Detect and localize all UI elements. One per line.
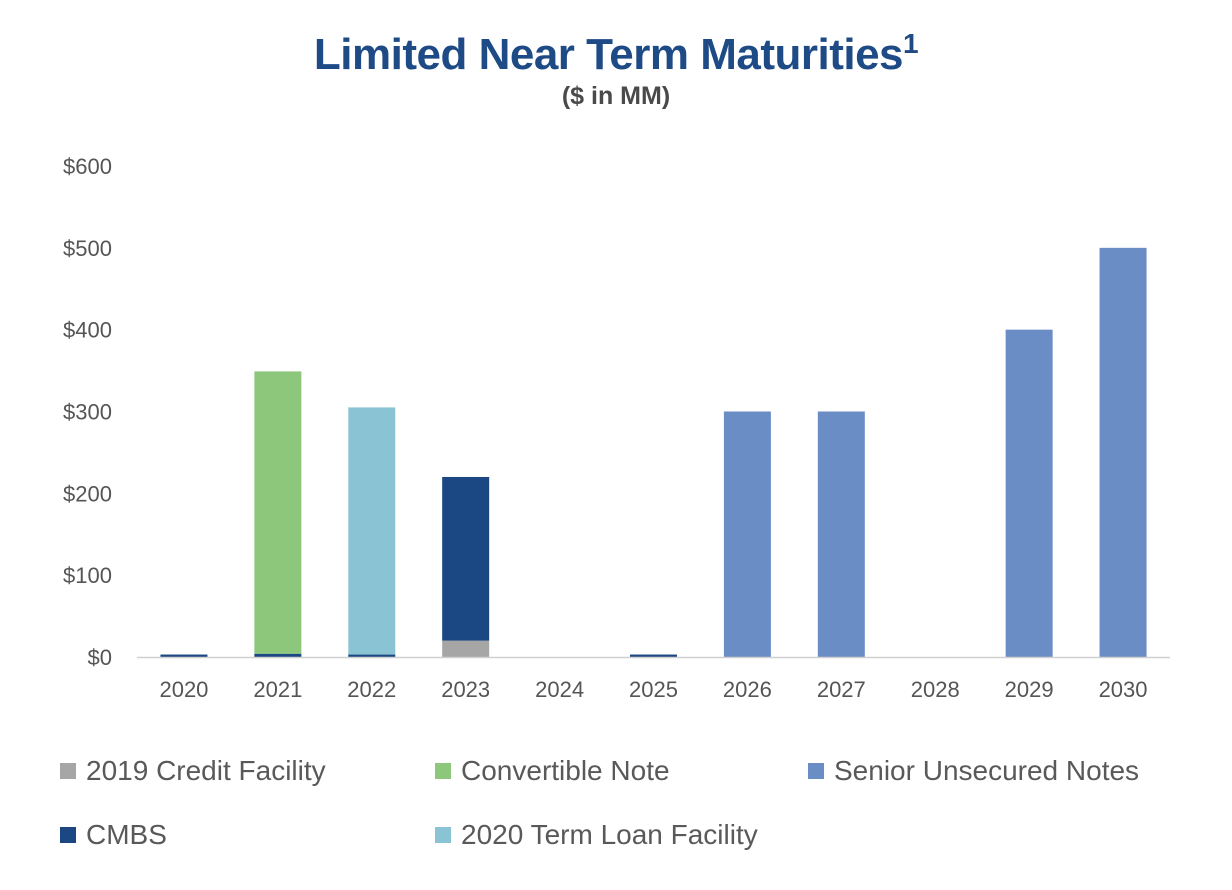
legend-swatch <box>60 763 76 779</box>
legend-label: Senior Unsecured Notes <box>834 755 1140 786</box>
x-tick-label: 2024 <box>535 677 584 702</box>
legend-item-2020-term-loan-facility: 2020 Term Loan Facility <box>435 819 758 851</box>
legend-swatch <box>435 827 451 843</box>
x-tick-label: 2022 <box>347 677 396 702</box>
bar-senior-unsecured-notes-2030 <box>1099 247 1147 658</box>
bar-cmbs-2025 <box>630 654 677 657</box>
bar-senior-unsecured-notes-2027 <box>817 411 865 657</box>
bar-cmbs-2020 <box>160 654 208 657</box>
legend-swatch <box>60 827 76 843</box>
bar-convertible-note-2021 <box>254 371 302 654</box>
bar-cmbs-2023 <box>442 476 490 641</box>
legend-swatch <box>435 763 451 779</box>
legend-label: CMBS <box>86 819 167 850</box>
legend-item-2019-credit-facility: 2019 Credit Facility <box>60 755 326 787</box>
bar-2020-term-loan-facility-2022 <box>348 407 396 655</box>
chart-title-block: Limited Near Term Maturities1 ($ in MM) <box>0 28 1232 111</box>
chart-legend: 2019 Credit Facility Convertible Note Seni… <box>60 755 1220 865</box>
bar-cmbs-2021 <box>254 653 302 657</box>
title-footnote-marker: 1 <box>903 28 919 59</box>
bar-2019-credit-facility-2023 <box>442 640 490 657</box>
y-tick-label: $200 <box>63 481 112 506</box>
y-tick-label: $600 <box>63 154 112 179</box>
legend-item-senior-unsecured-notes: Senior Unsecured Notes <box>808 755 1139 787</box>
x-tick-label: 2026 <box>723 677 772 702</box>
y-tick-label: $300 <box>63 400 112 425</box>
x-tick-label: 2028 <box>911 677 960 702</box>
x-tick-label: 2025 <box>629 677 678 702</box>
y-tick-label: $400 <box>63 318 112 343</box>
legend-item-convertible-note: Convertible Note <box>435 755 670 787</box>
legend-swatch <box>808 763 824 779</box>
x-tick-label: 2023 <box>441 677 490 702</box>
legend-label: 2019 Credit Facility <box>86 755 326 786</box>
chart-title-text: Limited Near Term Maturities <box>313 30 904 79</box>
bar-senior-unsecured-notes-2026 <box>723 411 771 657</box>
y-tick-label: $500 <box>63 236 112 261</box>
y-tick-label: $0 <box>88 645 112 670</box>
x-tick-label: 2020 <box>159 677 208 702</box>
x-tick-label: 2030 <box>1099 677 1148 702</box>
x-tick-label: 2029 <box>1005 677 1054 702</box>
bar-cmbs-2022 <box>348 654 396 657</box>
y-tick-label: $100 <box>63 563 112 588</box>
x-tick-label: 2021 <box>253 677 302 702</box>
chart-title: Limited Near Term Maturities1 <box>0 28 1232 80</box>
legend-item-cmbs: CMBS <box>60 819 167 851</box>
x-tick-label: 2027 <box>817 677 866 702</box>
bar-senior-unsecured-notes-2029 <box>1005 329 1053 657</box>
legend-label: Convertible Note <box>461 755 670 786</box>
legend-label: 2020 Term Loan Facility <box>461 819 758 850</box>
chart-subtitle: ($ in MM) <box>561 82 671 110</box>
